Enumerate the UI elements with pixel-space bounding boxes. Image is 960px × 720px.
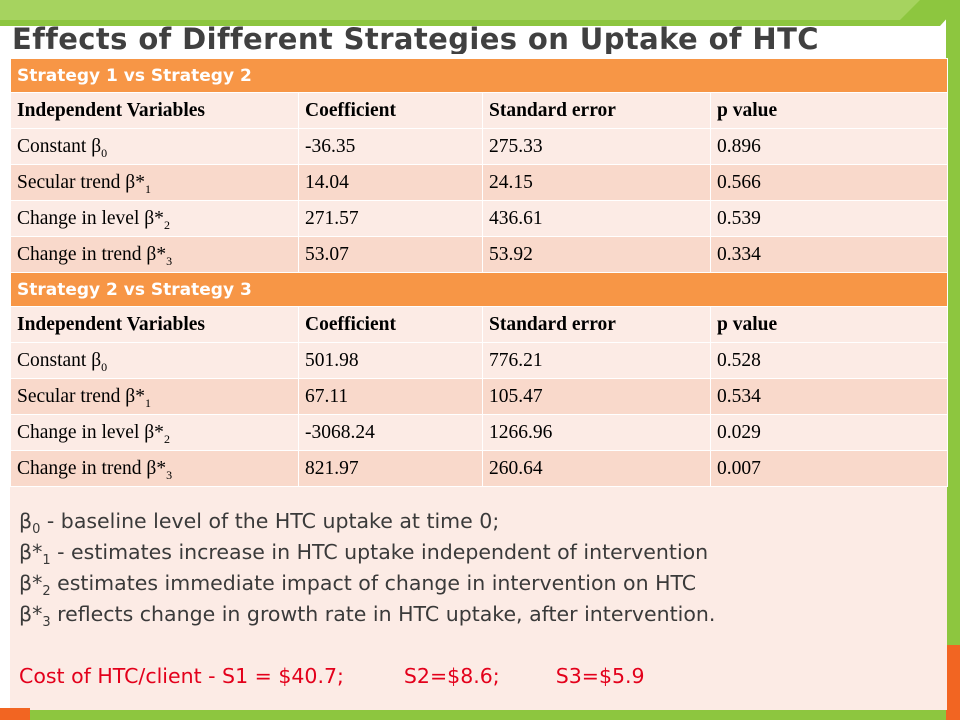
- cost-s1: Cost of HTC/client - S1 = $40.7;: [19, 664, 344, 688]
- cost-s3: S3=$5.9: [555, 664, 645, 688]
- bottom-decorative-stripe: [0, 710, 946, 720]
- p-value-cell: 0.528: [709, 342, 949, 379]
- coefficient-cell: 14.04: [298, 164, 483, 201]
- column-header-row: Independent Variables Coefficient Standard…: [10, 306, 949, 343]
- p-value-cell: 0.896: [709, 128, 949, 165]
- cost-summary: Cost of HTC/client - S1 = $40.7; S2=$8.6;…: [19, 664, 645, 688]
- coefficient-cell: 67.11: [298, 378, 483, 415]
- variable-cell: Secular trend β*1: [10, 164, 299, 201]
- top-decorative-stripe: [0, 0, 960, 26]
- standard-error-cell: 436.61: [482, 200, 711, 237]
- coefficient-cell: 821.97: [298, 450, 483, 487]
- variable-cell: Constant β0: [10, 342, 299, 379]
- cost-s2: S2=$8.6;: [403, 664, 500, 688]
- column-header: Standard error: [482, 92, 711, 129]
- coefficient-cell: 501.98: [298, 342, 483, 379]
- table-row: Change in trend β*3 821.97 260.64 0.007: [10, 450, 949, 487]
- variable-cell: Change in trend β*3: [10, 236, 299, 273]
- standard-error-cell: 24.15: [482, 164, 711, 201]
- standard-error-cell: 105.47: [482, 378, 711, 415]
- section-header-row: Strategy 1 vs Strategy 2: [9, 58, 949, 93]
- variable-cell: Change in level β*2: [10, 414, 299, 451]
- note-line-2: β*2 estimates immediate impact of change…: [19, 571, 697, 600]
- standard-error-cell: 1266.96: [482, 414, 711, 451]
- column-header-row: Independent Variables Coefficient Standard…: [10, 92, 949, 129]
- section-heading: Strategy 1 vs Strategy 2: [9, 58, 949, 93]
- section-heading: Strategy 2 vs Strategy 3: [9, 272, 949, 307]
- note-line-1: β*1 - estimates increase in HTC uptake i…: [19, 540, 709, 569]
- column-header: Independent Variables: [10, 306, 299, 343]
- right-accent-orange: [946, 645, 960, 720]
- table-row: Change in trend β*3 53.07 53.92 0.334: [10, 236, 949, 273]
- p-value-cell: 0.029: [709, 414, 949, 451]
- table-row: Constant β0 -36.35 275.33 0.896: [10, 128, 949, 165]
- variable-cell: Change in level β*2: [10, 200, 299, 237]
- right-accent-bar: [946, 0, 960, 645]
- note-line-0: β0 - baseline level of the HTC uptake at…: [19, 509, 500, 538]
- table-row: Secular trend β*1 67.11 105.47 0.534: [10, 378, 949, 415]
- coefficient-notes: β0 - baseline level of the HTC uptake at…: [19, 506, 944, 630]
- variable-cell: Change in trend β*3: [10, 450, 299, 487]
- column-header: Standard error: [482, 306, 711, 343]
- table-row: Secular trend β*1 14.04 24.15 0.566: [10, 164, 949, 201]
- variable-cell: Constant β0: [10, 128, 299, 165]
- standard-error-cell: 260.64: [482, 450, 711, 487]
- coefficient-cell: -36.35: [298, 128, 483, 165]
- column-header: Independent Variables: [10, 92, 299, 129]
- standard-error-cell: 776.21: [482, 342, 711, 379]
- column-header: Coefficient: [298, 92, 483, 129]
- p-value-cell: 0.566: [709, 164, 949, 201]
- standard-error-cell: 53.92: [482, 236, 711, 273]
- coefficient-cell: 53.07: [298, 236, 483, 273]
- table-row: Constant β0 501.98 776.21 0.528: [10, 342, 949, 379]
- variable-cell: Secular trend β*1: [10, 378, 299, 415]
- coefficient-cell: 271.57: [298, 200, 483, 237]
- p-value-cell: 0.534: [709, 378, 949, 415]
- table-row: Change in level β*2 -3068.24 1266.96 0.029: [10, 414, 949, 451]
- column-header: p value: [709, 306, 949, 343]
- standard-error-cell: 275.33: [482, 128, 711, 165]
- note-line-3: β*3 reflects change in growth rate in HT…: [19, 602, 716, 631]
- column-header: p value: [709, 92, 949, 129]
- table-row: Change in level β*2 271.57 436.61 0.539: [10, 200, 949, 237]
- results-panel: Strategy 1 vs Strategy 2 Independent Vari…: [9, 58, 949, 710]
- section-header-row: Strategy 2 vs Strategy 3: [9, 272, 949, 307]
- p-value-cell: 0.539: [709, 200, 949, 237]
- coefficient-cell: -3068.24: [298, 414, 483, 451]
- regression-table: Strategy 1 vs Strategy 2 Independent Vari…: [9, 58, 949, 487]
- column-header: Coefficient: [298, 306, 483, 343]
- p-value-cell: 0.334: [709, 236, 949, 273]
- page-title: Effects of Different Strategies on Uptak…: [12, 22, 819, 54]
- bottom-orange-corner: [0, 708, 30, 720]
- p-value-cell: 0.007: [709, 450, 949, 487]
